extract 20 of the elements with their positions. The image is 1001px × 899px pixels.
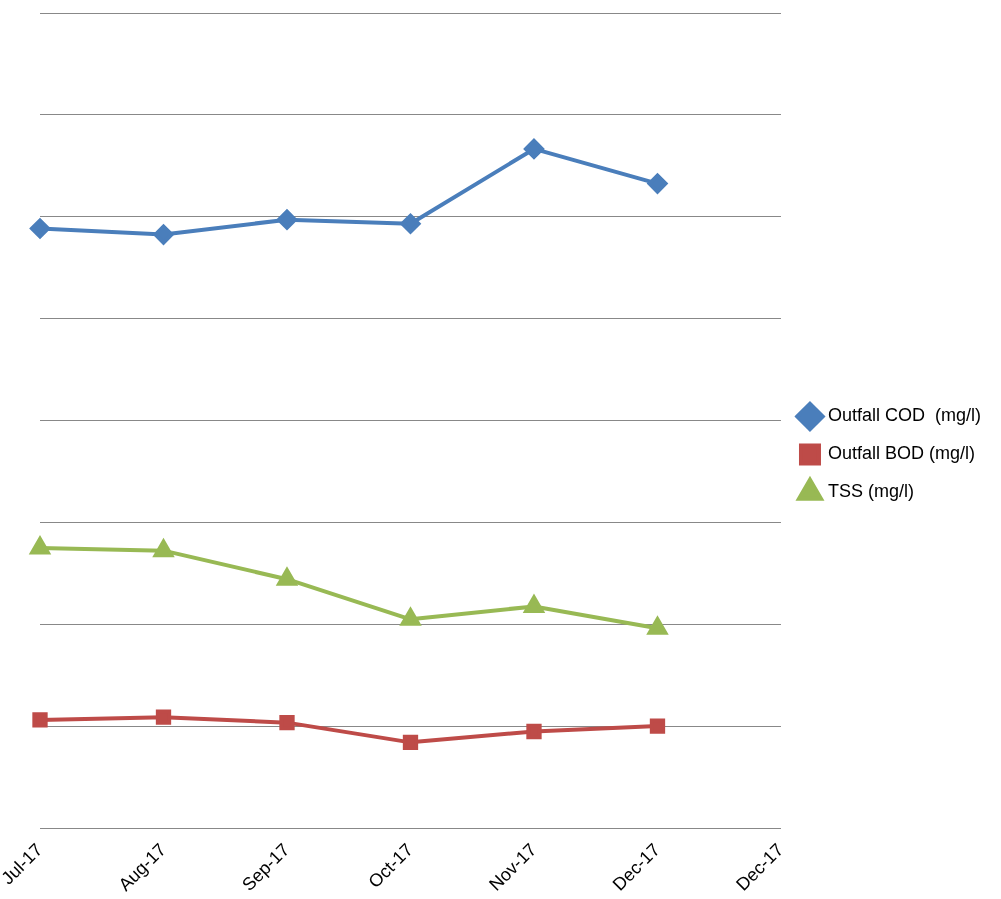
legend-label: TSS (mg/l)	[827, 481, 914, 502]
point	[155, 709, 172, 725]
point	[402, 734, 419, 751]
point	[524, 595, 544, 613]
point	[523, 138, 544, 159]
point	[277, 568, 297, 586]
legend-label: Outfall BOD (mg/l)	[827, 443, 976, 464]
point	[30, 218, 50, 239]
point	[649, 718, 666, 734]
point	[400, 608, 421, 626]
point	[526, 723, 542, 740]
point	[400, 213, 421, 234]
point	[153, 224, 174, 245]
point	[647, 173, 668, 194]
point	[30, 536, 50, 555]
point	[647, 617, 668, 635]
point	[279, 714, 295, 731]
point	[276, 209, 297, 230]
point	[32, 712, 48, 728]
legend-label: Outfall COD (mg/l)	[827, 405, 982, 426]
